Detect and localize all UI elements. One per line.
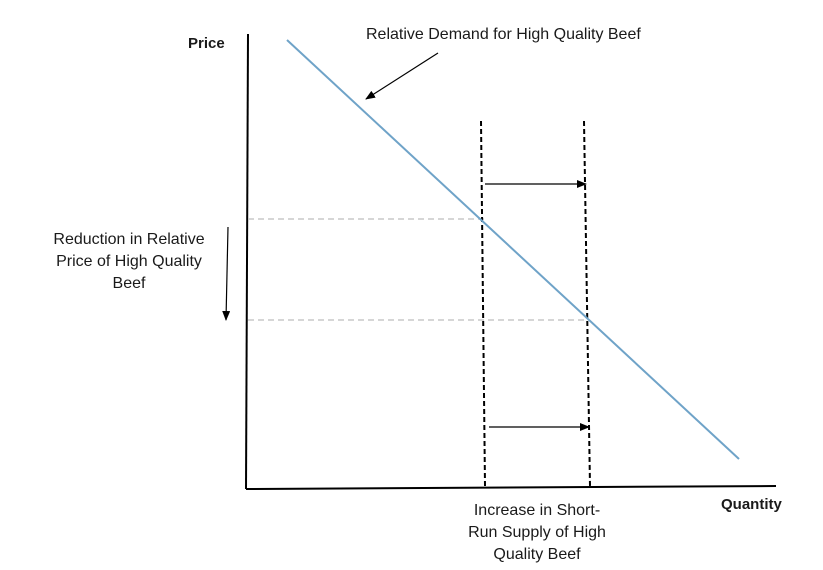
price-reduction-label-line-2: Price of High Quality xyxy=(56,253,202,270)
new-supply-line xyxy=(583,120,591,487)
demand-line xyxy=(286,39,740,460)
x-axis-label: Quantity xyxy=(721,496,782,513)
demand-label: Relative Demand for High Quality Beef xyxy=(366,26,641,43)
x-axis xyxy=(245,485,777,490)
y-axis-label: Price xyxy=(188,35,225,52)
price-reduction-arrow xyxy=(222,226,231,321)
price-reduction-label-line-1: Reduction in Relative xyxy=(53,231,205,248)
demand-pointer-arrow xyxy=(365,52,439,100)
supply-increase-label-line-1: Increase in Short- xyxy=(473,502,601,519)
initial-supply-line xyxy=(480,120,486,487)
price-reduction-label-line-3: Beef xyxy=(112,275,146,292)
y-axis xyxy=(245,33,249,490)
supply-increase-label-line-2: Run Supply of High xyxy=(468,524,606,541)
supply-increase-label-line-3: Quality Beef xyxy=(493,546,581,563)
price-reduction-label: Reduction in Relative Price of High Qual… xyxy=(36,229,222,295)
supply-increase-label: Increase in Short- Run Supply of High Qu… xyxy=(447,500,627,566)
